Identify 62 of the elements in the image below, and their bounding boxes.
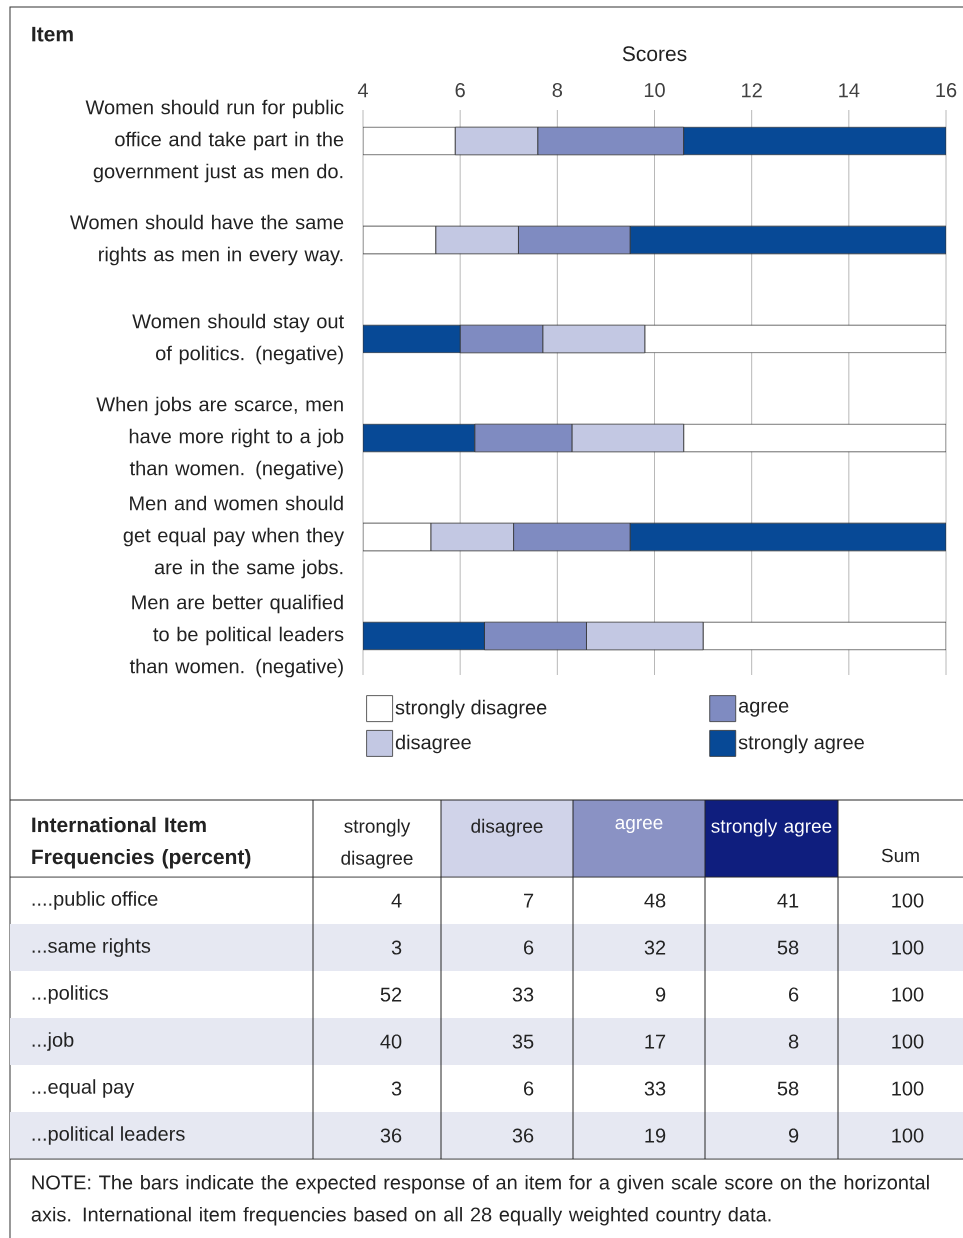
data-label: 36 xyxy=(512,1128,534,1143)
y-axis-title: Item xyxy=(32,26,73,42)
x-tick-label: strongly disagree xyxy=(341,818,413,869)
data-label: 100 xyxy=(892,987,924,1002)
data-label: 41 xyxy=(777,893,799,908)
data-label: 8 xyxy=(788,1034,799,1049)
data-label: 100 xyxy=(892,1034,924,1049)
data-label: 36 xyxy=(380,1128,402,1143)
data-label: 3 xyxy=(391,1081,402,1096)
legend-label: strongly disagree xyxy=(395,699,547,719)
data-label: 33 xyxy=(644,1081,666,1096)
data-label: 17 xyxy=(645,1034,666,1049)
data-label: 100 xyxy=(892,1081,924,1096)
x-tick-label: 16 xyxy=(936,82,957,98)
x-tick-label: agree xyxy=(615,818,663,834)
data-label: 100 xyxy=(892,893,924,908)
data-label: 32 xyxy=(644,940,666,955)
x-tick-label: Sum xyxy=(881,848,919,863)
data-label: 7 xyxy=(524,893,534,908)
x-tick-label: 10 xyxy=(644,82,665,98)
y-tick-label: Women should stay out of politics. (negative) xyxy=(132,313,344,365)
data-label: 40 xyxy=(380,1034,402,1049)
data-label: 100 xyxy=(892,940,924,955)
data-label: 3 xyxy=(391,940,402,955)
x-axis-title: Scores xyxy=(622,46,687,62)
x-tick-label: 12 xyxy=(742,83,762,98)
data-label: 52 xyxy=(380,987,402,1002)
data-label: 100 xyxy=(892,1128,924,1143)
data-label: 9 xyxy=(655,987,666,1002)
y-tick-label: ...politics xyxy=(32,985,108,1004)
x-tick-label: 6 xyxy=(455,82,465,98)
data-label: 4 xyxy=(391,893,402,908)
y-tick-label: ...same rights xyxy=(32,938,151,957)
y-tick-label: When jobs are scarce, men have more right to a job than women. (negative) xyxy=(96,396,344,480)
x-tick-label: 4 xyxy=(357,83,368,98)
data-label: 35 xyxy=(512,1034,534,1049)
data-label: 48 xyxy=(644,893,666,908)
data-label: 6 xyxy=(524,940,534,955)
y-tick-label: ....public office xyxy=(32,891,158,910)
text: International Item Frequencies (percent) xyxy=(32,816,251,869)
data-label: 58 xyxy=(777,940,799,955)
y-tick-label: ...job xyxy=(32,1032,74,1051)
x-tick-label: 14 xyxy=(839,83,860,98)
data-label: 9 xyxy=(788,1128,799,1143)
legend-label: agree xyxy=(738,701,789,717)
y-tick-label: ...political leaders xyxy=(32,1126,185,1145)
x-tick-label: 8 xyxy=(552,82,563,98)
legend-label: strongly agree xyxy=(738,734,864,754)
x-tick-label: disagree xyxy=(471,818,543,837)
data-label: 58 xyxy=(777,1081,799,1096)
y-tick-label: ...equal pay xyxy=(32,1079,135,1098)
y-tick-label: Men are better qualified to be political leaders than women. (negative) xyxy=(129,594,344,678)
y-tick-label: Women should run for public office and take part in the government just as men do. xyxy=(85,99,344,183)
text: NOTE: The bars indicate the expected response of an item for a given scale score on the horizontal axis. International item frequencies based on all 28 equally weighted country data. xyxy=(31,1174,929,1226)
data-label: 33 xyxy=(512,987,534,1002)
data-label: 6 xyxy=(789,987,799,1002)
x-tick-label: strongly agree xyxy=(711,818,832,837)
y-tick-label: Women should have the same rights as men in every way. xyxy=(70,214,344,266)
y-tick-label: Men and women should get equal pay when they are in the same jobs. xyxy=(123,495,345,579)
data-label: 19 xyxy=(645,1128,666,1143)
legend-label: disagree xyxy=(395,734,471,754)
data-label: 6 xyxy=(524,1081,534,1096)
